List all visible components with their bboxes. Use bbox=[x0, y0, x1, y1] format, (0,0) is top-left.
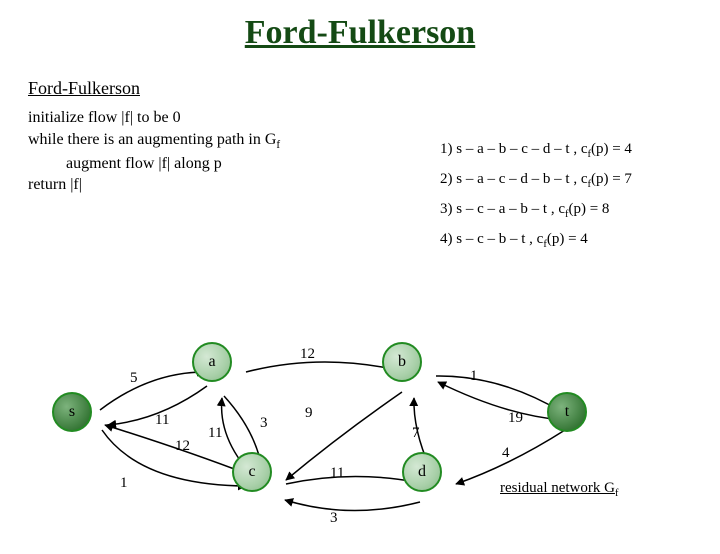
diagram-caption: residual network Gf bbox=[500, 480, 618, 499]
algorithm-block: initialize flow |f| to be 0 while there … bbox=[28, 107, 418, 196]
edge-label-tb_back: 19 bbox=[508, 410, 523, 427]
edge-0 bbox=[100, 372, 205, 410]
edge-label-cs_back: 12 bbox=[175, 438, 190, 455]
section-title: Ford-Fulkerson bbox=[28, 78, 720, 99]
edge-label-dc_back: 3 bbox=[330, 510, 338, 527]
residual-network-diagram: sabcdt 51111212311971191134 residual net… bbox=[0, 320, 720, 530]
algo-line-4: return |f| bbox=[28, 174, 418, 196]
augmenting-path-steps: 1) s – a – b – c – d – t , cf(p) = 4 2) … bbox=[440, 135, 632, 255]
edge-12 bbox=[285, 500, 420, 511]
node-a: a bbox=[192, 342, 232, 382]
edge-label-ab_fwd: 12 bbox=[300, 346, 315, 363]
algo-line-2-text: while there is an augmenting path in G bbox=[28, 131, 276, 148]
node-t: t bbox=[547, 392, 587, 432]
algo-line-2: while there is an augmenting path in Gf bbox=[28, 129, 418, 153]
node-d: d bbox=[402, 452, 442, 492]
edge-13 bbox=[456, 430, 565, 484]
step-3: 3) s – c – a – b – t , cf(p) = 8 bbox=[440, 195, 632, 225]
edge-label-bt_fwd: 1 bbox=[470, 368, 478, 385]
edge-label-ac_fwd: 3 bbox=[260, 415, 268, 432]
edge-11 bbox=[286, 476, 416, 484]
node-b: b bbox=[382, 342, 422, 382]
step-1: 1) s – a – b – c – d – t , cf(p) = 4 bbox=[440, 135, 632, 165]
edge-label-bc_fwd: 9 bbox=[305, 405, 313, 422]
algo-line-1: initialize flow |f| to be 0 bbox=[28, 107, 418, 129]
step-2: 2) s – a – c – d – b – t , cf(p) = 7 bbox=[440, 165, 632, 195]
edge-label-ca_back: 11 bbox=[208, 425, 222, 442]
node-s: s bbox=[52, 392, 92, 432]
node-c: c bbox=[232, 452, 272, 492]
step-4: 4) s – c – b – t , cf(p) = 4 bbox=[440, 225, 632, 255]
algo-line-3: augment flow |f| along p bbox=[66, 153, 418, 175]
page-title: Ford-Fulkerson bbox=[0, 14, 720, 52]
edge-label-sa_fwd: 5 bbox=[130, 370, 138, 387]
edge-4 bbox=[246, 362, 397, 372]
edge-label-cd_fwd: 11 bbox=[330, 465, 344, 482]
algo-line-2-sub: f bbox=[276, 139, 280, 151]
edge-label-dt_back: 4 bbox=[502, 445, 510, 462]
edge-label-db_back: 7 bbox=[412, 425, 420, 442]
edge-label-sc_fwd: 1 bbox=[120, 475, 128, 492]
edge-label-as_back: 11 bbox=[155, 412, 169, 429]
